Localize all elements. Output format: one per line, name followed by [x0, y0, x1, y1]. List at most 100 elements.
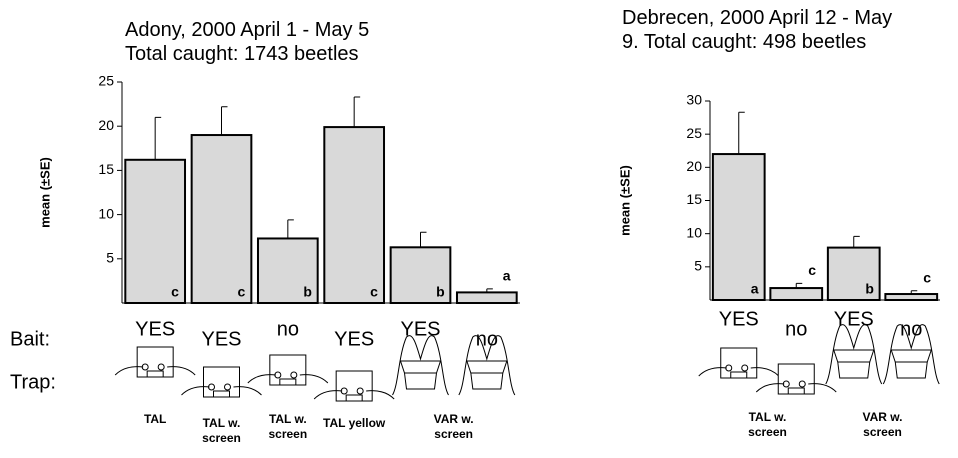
- bar: [190, 134, 253, 304]
- error-bar: [738, 111, 745, 155]
- trap-wire: [698, 367, 780, 377]
- trap-hole: [274, 371, 282, 379]
- error-bar: [287, 219, 294, 239]
- trap-icon: [882, 324, 940, 385]
- trap-bell: [458, 335, 516, 396]
- bait-label: no: [785, 318, 807, 340]
- error-bar: [910, 290, 918, 295]
- trap-icon: [698, 347, 780, 379]
- bait-label: YES: [719, 308, 759, 330]
- bait-label: no: [277, 318, 299, 340]
- trap-body: [466, 360, 508, 390]
- significance-letter: b: [303, 284, 312, 300]
- trap-box: [269, 354, 307, 386]
- x-tick-label: TAL w. screen: [202, 416, 241, 445]
- chart-subtitle: 9. Total caught: 498 beetles: [622, 31, 867, 53]
- bar: [711, 153, 766, 301]
- row-label: Bait:: [10, 328, 50, 350]
- error-bar: [486, 288, 493, 293]
- significance-letter: b: [865, 281, 874, 297]
- significance-letter: c: [923, 269, 931, 285]
- trap-icon: [181, 366, 262, 398]
- bait-label: YES: [400, 318, 440, 340]
- trap-hole: [782, 380, 790, 388]
- bar: [826, 246, 881, 301]
- y-tick-label: 10: [98, 205, 114, 221]
- trap-hole: [208, 383, 215, 391]
- error-bar: [221, 106, 228, 136]
- chart-title: Debrecen, 2000 April 12 - May: [622, 7, 893, 29]
- y-tick-label: 15: [98, 161, 114, 177]
- bar: [884, 293, 939, 301]
- trap-wire: [247, 374, 329, 384]
- significance-letter: c: [237, 284, 245, 300]
- trap-cup: [345, 394, 363, 402]
- trap-box: [203, 366, 240, 398]
- trap-hole: [290, 371, 298, 379]
- trap-box: [777, 363, 815, 395]
- y-tick-label: 20: [686, 158, 702, 174]
- bar: [455, 291, 518, 304]
- trap-icon: [825, 324, 883, 385]
- trap-box: [720, 347, 758, 379]
- bait-label: YES: [334, 328, 374, 350]
- trap-body: [890, 349, 932, 379]
- trap-icon: [458, 335, 516, 396]
- trap-hole: [340, 387, 348, 395]
- trap-cup: [146, 370, 164, 378]
- error-bar: [420, 231, 427, 248]
- bait-label: YES: [201, 328, 241, 350]
- x-tick-label: TAL w. screen: [268, 412, 308, 441]
- trap-body: [833, 349, 875, 379]
- trap-hole: [798, 380, 806, 388]
- x-tick-label: TAL w. screen: [748, 410, 787, 439]
- trap-cup: [279, 378, 297, 386]
- error-bar: [795, 282, 803, 289]
- trap-bell: [825, 324, 883, 385]
- row-label: Trap:: [10, 371, 56, 393]
- significance-letter: c: [171, 284, 179, 300]
- y-tick-label: 5: [694, 258, 702, 274]
- bait-label: YES: [135, 318, 175, 340]
- significance-letter: b: [436, 284, 445, 300]
- trap-icon: [313, 370, 395, 402]
- bar: [389, 246, 452, 304]
- bar: [124, 158, 187, 304]
- trap-box: [335, 370, 373, 402]
- bar: [769, 287, 824, 301]
- y-tick-label: 10: [686, 224, 702, 240]
- trap-hole: [224, 383, 231, 391]
- bait-label: no: [900, 318, 922, 340]
- trap-bell: [882, 324, 940, 385]
- x-tick-label: VAR w. screen: [862, 410, 903, 439]
- bait-label: no: [476, 328, 498, 350]
- error-bar: [353, 96, 361, 128]
- trap-hole: [356, 387, 364, 395]
- trap-hole: [725, 364, 733, 372]
- chart-title: Adony, 2000 April 1 - May 5: [125, 19, 370, 41]
- y-tick-label: 5: [106, 250, 114, 266]
- error-bar: [154, 116, 162, 160]
- y-tick-label: 25: [98, 73, 114, 89]
- y-axis-label: mean (±SE): [617, 165, 632, 236]
- y-tick-label: 25: [686, 125, 702, 141]
- x-tick-label: VAR w. screen: [433, 412, 474, 441]
- trap-wire: [114, 366, 196, 376]
- significance-letter: c: [370, 284, 378, 300]
- y-tick-label: 20: [98, 117, 114, 133]
- trap-bell: [392, 335, 449, 396]
- x-tick-label: TAL yellow: [323, 416, 386, 430]
- bar: [323, 126, 386, 304]
- significance-letter: a: [503, 268, 511, 284]
- trap-icon: [114, 346, 196, 378]
- trap-icon: [755, 363, 837, 395]
- bar: [256, 237, 319, 304]
- chart-subtitle: Total caught: 1743 beetles: [125, 43, 359, 65]
- trap-hole: [141, 363, 149, 371]
- trap-cup: [787, 387, 805, 395]
- y-tick-label: 30: [686, 92, 702, 108]
- trap-icon: [247, 354, 329, 386]
- trap-cup: [213, 390, 230, 398]
